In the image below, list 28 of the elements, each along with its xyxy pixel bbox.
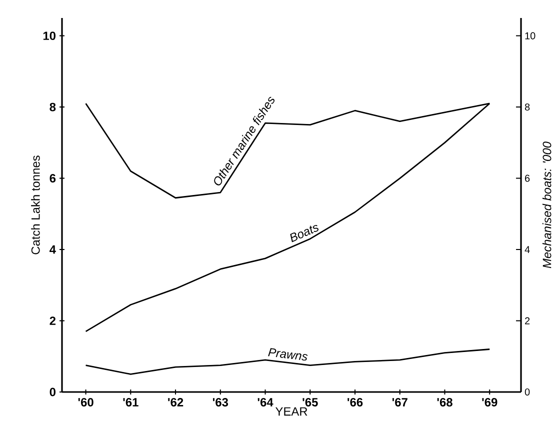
y-tick-label: 8 bbox=[50, 102, 56, 112]
y-tick-label: 0 bbox=[50, 388, 56, 396]
x-tick-label: '64 bbox=[258, 398, 274, 406]
y-tick-label: 4 bbox=[50, 245, 56, 254]
x-tick-label: '69 bbox=[482, 398, 498, 406]
x-tick-label: '66 bbox=[348, 398, 363, 406]
text: Boats bbox=[290, 224, 318, 242]
x-tick-label: '61 bbox=[123, 398, 138, 406]
y2-tick-label: 2 bbox=[525, 317, 530, 324]
x-tick-label: '60 bbox=[78, 398, 94, 406]
line-series bbox=[85, 348, 490, 375]
text: Prawns bbox=[268, 348, 308, 361]
y2-tick-label: 4 bbox=[524, 246, 530, 253]
x-tick-label: '62 bbox=[168, 398, 184, 406]
x-axis-title: YEAR bbox=[275, 407, 308, 416]
y2-tick-label: 8 bbox=[524, 104, 530, 111]
x-tick-label: '65 bbox=[302, 398, 318, 406]
y-axis-title: Catch Lakh tonnes bbox=[31, 156, 40, 254]
y-tick-label: 10 bbox=[43, 32, 56, 40]
y2-tick-label: 10 bbox=[525, 32, 536, 40]
y-tick-label: 2 bbox=[50, 316, 56, 325]
y-tick-label: 6 bbox=[50, 174, 56, 183]
x-tick-label: '63 bbox=[212, 398, 228, 406]
x-tick-label: '68 bbox=[437, 398, 452, 406]
y2-tick-label: 6 bbox=[525, 174, 530, 182]
y2-axis-title: Mechanised boats: '000 bbox=[542, 142, 552, 268]
x-tick-label: '67 bbox=[392, 398, 408, 406]
y2-tick-label: 0 bbox=[524, 388, 530, 396]
